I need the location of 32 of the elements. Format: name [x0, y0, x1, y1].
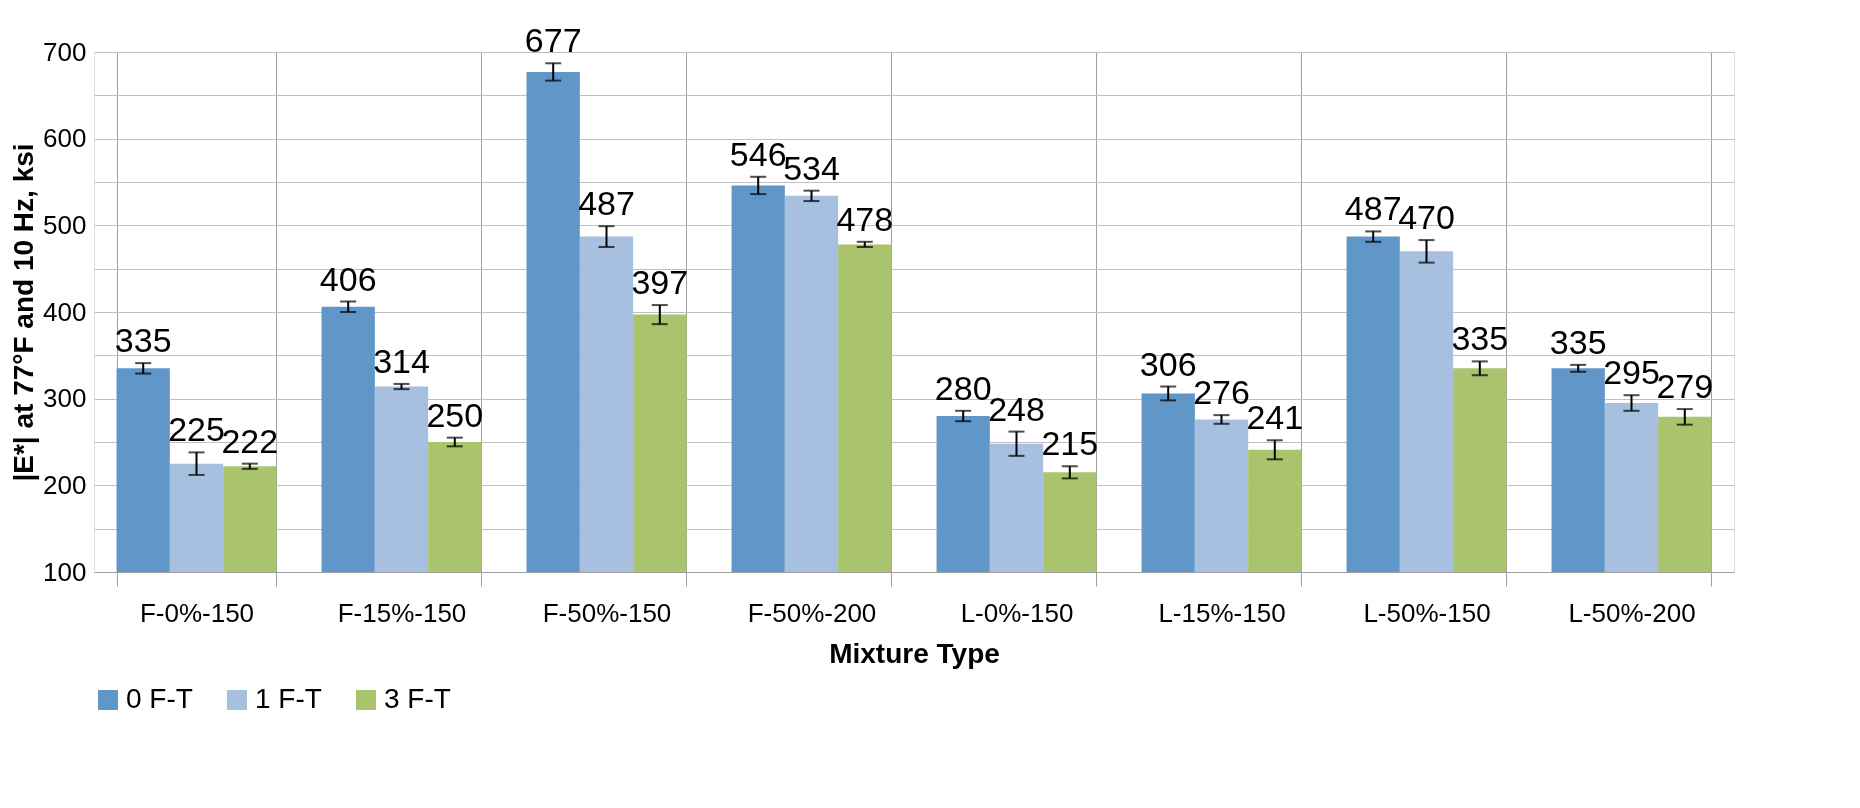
x-tick-label: L-50%-200	[1568, 597, 1696, 628]
x-tick-label: L-0%-150	[960, 597, 1074, 628]
x-tick-label: F-50%-200	[747, 597, 877, 628]
y-axis-title: |E*| at 77°F and 10 Hz, ksi	[8, 143, 40, 482]
data-label: 225	[168, 410, 225, 449]
y-tick-label: 500	[43, 209, 87, 240]
x-tick-label: F-50%-150	[542, 597, 672, 628]
data-label: 250	[426, 395, 484, 434]
data-label: 335	[1451, 319, 1509, 358]
x-axis-title: Mixture Type	[829, 637, 1000, 669]
data-label: 215	[1041, 424, 1099, 463]
data-label: 487	[578, 184, 635, 223]
data-label: 478	[836, 199, 894, 238]
data-label: 335	[114, 321, 172, 360]
y-tick-label: 700	[43, 36, 87, 67]
y-tick-label: 400	[43, 296, 87, 327]
y-tick-label: 100	[43, 556, 87, 587]
data-label: 397	[631, 263, 689, 302]
x-tick-label: F-15%-150	[337, 597, 467, 628]
data-label: 406	[319, 259, 377, 298]
y-tick-label: 600	[43, 123, 87, 154]
legend-label: 1 F-T	[255, 683, 322, 714]
x-tick-label: F-0%-150	[139, 597, 255, 628]
y-tick-label: 300	[43, 383, 87, 414]
data-label: 677	[524, 21, 582, 60]
legend-label: 3 F-T	[384, 683, 451, 714]
data-label: 306	[1139, 344, 1197, 383]
legend-label: 0 F-T	[126, 683, 193, 714]
data-label: 314	[373, 341, 430, 380]
x-tick-label: L-50%-150	[1363, 597, 1491, 628]
x-tick-label: L-15%-150	[1158, 597, 1286, 628]
y-tick-label: 200	[43, 469, 87, 500]
